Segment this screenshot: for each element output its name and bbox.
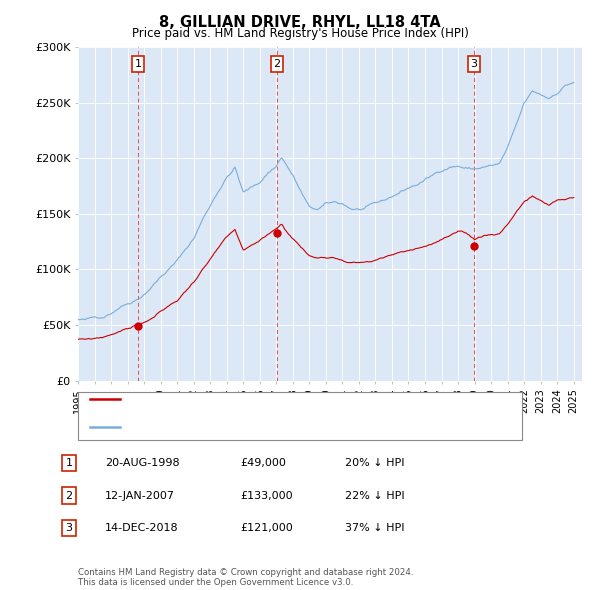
Text: 2: 2 <box>274 59 281 69</box>
Text: 22% ↓ HPI: 22% ↓ HPI <box>345 491 404 500</box>
Text: £133,000: £133,000 <box>240 491 293 500</box>
Text: Price paid vs. HM Land Registry's House Price Index (HPI): Price paid vs. HM Land Registry's House … <box>131 27 469 40</box>
Text: 3: 3 <box>65 523 73 533</box>
Text: Contains HM Land Registry data © Crown copyright and database right 2024.
This d: Contains HM Land Registry data © Crown c… <box>78 568 413 587</box>
Text: 12-JAN-2007: 12-JAN-2007 <box>105 491 175 500</box>
Text: 3: 3 <box>470 59 478 69</box>
Text: £49,000: £49,000 <box>240 458 286 468</box>
Text: 8, GILLIAN DRIVE, RHYL, LL18 4TA: 8, GILLIAN DRIVE, RHYL, LL18 4TA <box>159 15 441 30</box>
Text: 20% ↓ HPI: 20% ↓ HPI <box>345 458 404 468</box>
Text: 8, GILLIAN DRIVE, RHYL, LL18 4TA (detached house): 8, GILLIAN DRIVE, RHYL, LL18 4TA (detach… <box>126 395 397 404</box>
Text: HPI: Average price, detached house, Denbighshire: HPI: Average price, detached house, Denb… <box>126 422 388 431</box>
Text: 20-AUG-1998: 20-AUG-1998 <box>105 458 179 468</box>
Text: 37% ↓ HPI: 37% ↓ HPI <box>345 523 404 533</box>
Text: 1: 1 <box>65 458 73 468</box>
Text: 2: 2 <box>65 491 73 500</box>
Text: 1: 1 <box>134 59 142 69</box>
Text: 14-DEC-2018: 14-DEC-2018 <box>105 523 179 533</box>
Text: £121,000: £121,000 <box>240 523 293 533</box>
